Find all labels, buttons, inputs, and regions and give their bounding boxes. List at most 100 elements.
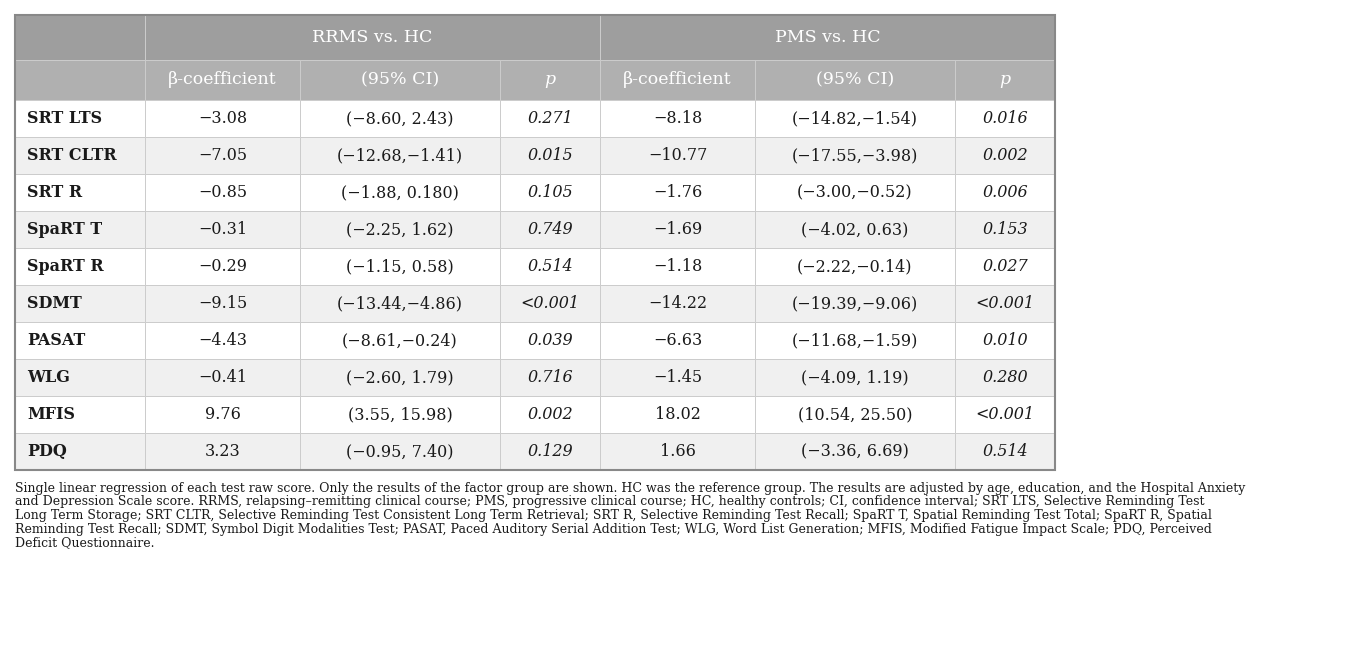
Bar [600, 174, 755, 211]
Text: SpaRT T: SpaRT T [27, 221, 102, 238]
Text: −0.85: −0.85 [198, 184, 247, 201]
Text: −0.41: −0.41 [198, 369, 247, 386]
Text: WLG: WLG [27, 369, 70, 386]
Bar [600, 248, 755, 285]
Bar [955, 396, 1055, 433]
Text: −14.22: −14.22 [648, 295, 707, 312]
Text: −0.29: −0.29 [198, 258, 247, 275]
Bar [15, 248, 145, 285]
Bar [15, 433, 145, 470]
Text: 0.027: 0.027 [982, 258, 1028, 275]
Bar [600, 100, 755, 137]
Text: (−4.02, 0.63): (−4.02, 0.63) [801, 221, 908, 238]
Bar [755, 433, 955, 470]
Text: β-coefficient: β-coefficient [169, 72, 277, 88]
Text: 0.514: 0.514 [982, 443, 1028, 460]
Text: (−2.25, 1.62): (−2.25, 1.62) [346, 221, 454, 238]
Bar [300, 285, 499, 322]
Text: −10.77: −10.77 [648, 147, 707, 164]
Bar [955, 137, 1055, 174]
Bar [145, 137, 300, 174]
Text: PMS vs. HC: PMS vs. HC [775, 29, 881, 46]
Bar [755, 285, 955, 322]
Bar [300, 60, 499, 100]
Bar [300, 174, 499, 211]
Bar [755, 248, 955, 285]
Bar [955, 248, 1055, 285]
Bar [499, 174, 600, 211]
Text: p: p [545, 72, 556, 88]
Text: SRT R: SRT R [27, 184, 82, 201]
Text: 0.016: 0.016 [982, 110, 1028, 127]
Bar [15, 285, 145, 322]
Bar [600, 359, 755, 396]
Text: 1.66: 1.66 [660, 443, 696, 460]
Bar [755, 359, 955, 396]
Text: 0.749: 0.749 [527, 221, 573, 238]
Text: −1.69: −1.69 [653, 221, 702, 238]
Text: −3.08: −3.08 [198, 110, 247, 127]
Bar [755, 100, 955, 137]
Bar [755, 60, 955, 100]
Text: 0.006: 0.006 [982, 184, 1028, 201]
Text: SRT CLTR: SRT CLTR [27, 147, 117, 164]
Bar [145, 433, 300, 470]
Text: −6.63: −6.63 [653, 332, 702, 349]
Bar [499, 60, 600, 100]
Text: SpaRT R: SpaRT R [27, 258, 104, 275]
Text: PDQ: PDQ [27, 443, 67, 460]
Bar [600, 60, 755, 100]
Text: Long Term Storage; SRT CLTR, Selective Reminding Test Consistent Long Term Retri: Long Term Storage; SRT CLTR, Selective R… [15, 509, 1211, 522]
Bar [15, 396, 145, 433]
Text: Deficit Questionnaire.: Deficit Questionnaire. [15, 536, 155, 549]
Text: 0.716: 0.716 [527, 369, 573, 386]
Text: (95% CI): (95% CI) [816, 72, 895, 88]
Text: SRT LTS: SRT LTS [27, 110, 102, 127]
Text: (10.54, 25.50): (10.54, 25.50) [797, 406, 912, 423]
Bar [755, 396, 955, 433]
Text: −7.05: −7.05 [198, 147, 247, 164]
Bar [499, 211, 600, 248]
Text: 0.271: 0.271 [527, 110, 573, 127]
Text: 0.514: 0.514 [527, 258, 573, 275]
Text: −0.31: −0.31 [198, 221, 247, 238]
Text: <0.001: <0.001 [975, 406, 1034, 423]
Text: (−4.09, 1.19): (−4.09, 1.19) [801, 369, 908, 386]
Text: (−13.44,−4.86): (−13.44,−4.86) [338, 295, 462, 312]
Text: 0.105: 0.105 [527, 184, 573, 201]
Bar [499, 322, 600, 359]
Text: (−19.39,−9.06): (−19.39,−9.06) [792, 295, 918, 312]
Bar [955, 322, 1055, 359]
Bar [499, 248, 600, 285]
Text: 0.280: 0.280 [982, 369, 1028, 386]
Text: 0.002: 0.002 [982, 147, 1028, 164]
Text: (−11.68,−1.59): (−11.68,−1.59) [792, 332, 918, 349]
Text: (−8.61,−0.24): (−8.61,−0.24) [342, 332, 458, 349]
Bar [145, 396, 300, 433]
Bar [955, 174, 1055, 211]
Text: 0.002: 0.002 [527, 406, 573, 423]
Bar [955, 359, 1055, 396]
Bar [15, 137, 145, 174]
Bar [300, 137, 499, 174]
Text: (−1.88, 0.180): (−1.88, 0.180) [342, 184, 460, 201]
Bar [955, 433, 1055, 470]
Text: RRMS vs. HC: RRMS vs. HC [313, 29, 432, 46]
Bar [499, 137, 600, 174]
Bar [955, 285, 1055, 322]
Text: (3.55, 15.98): (3.55, 15.98) [347, 406, 453, 423]
Bar [600, 322, 755, 359]
Bar [300, 433, 499, 470]
Bar [300, 396, 499, 433]
Text: 0.153: 0.153 [982, 221, 1028, 238]
Text: (−2.60, 1.79): (−2.60, 1.79) [346, 369, 454, 386]
Text: (−1.15, 0.58): (−1.15, 0.58) [346, 258, 454, 275]
Text: 3.23: 3.23 [204, 443, 240, 460]
Bar [499, 396, 600, 433]
Text: (−14.82,−1.54): (−14.82,−1.54) [792, 110, 918, 127]
Bar [600, 433, 755, 470]
Text: SDMT: SDMT [27, 295, 82, 312]
Text: −1.18: −1.18 [653, 258, 702, 275]
Bar [15, 322, 145, 359]
Bar [15, 60, 145, 100]
